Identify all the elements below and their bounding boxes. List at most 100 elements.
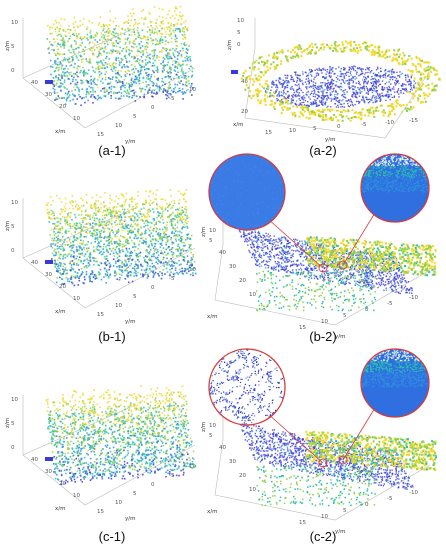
axis-frame <box>22 198 196 309</box>
y-tick-label: 5 <box>133 114 137 120</box>
zoom-connector <box>269 220 324 269</box>
y-axis-label: y/m <box>125 319 135 325</box>
z-tick-label: 5 <box>209 433 213 439</box>
y-tick-label: -10 <box>187 464 196 470</box>
x-tick-label: 30 <box>229 264 236 270</box>
z-axis-label: z/m <box>201 422 207 432</box>
y-tick-label: -5 <box>361 122 367 128</box>
x-tick-label: 40 <box>219 250 226 256</box>
x-tick-label: 10 <box>73 116 80 122</box>
z-tick-label: 0 <box>11 445 15 451</box>
x-tick-label: 40 <box>31 80 38 86</box>
y-tick-label: 0 <box>151 105 155 111</box>
zoom-ring <box>208 348 286 426</box>
x-tick-label: 20 <box>59 481 66 487</box>
point-cloud <box>231 40 441 122</box>
zoom-connector <box>269 415 324 464</box>
x-tick-label: 30 <box>229 459 236 465</box>
point-cloud <box>45 385 197 485</box>
z-tick-label: 5 <box>11 421 15 427</box>
z-tick-label: 0 <box>237 42 241 48</box>
y-tick-label: -5 <box>169 473 175 479</box>
panel-caption: (c-2) <box>309 529 337 544</box>
x-tick-label: 20 <box>239 278 246 284</box>
stray-points <box>45 457 53 461</box>
zoom-connector <box>342 213 375 266</box>
point-cloud <box>45 189 197 287</box>
y-tick-label: 5 <box>133 294 137 300</box>
x-axis-label: x/m <box>233 122 243 128</box>
zoom-target-marker <box>318 458 328 468</box>
panel-c-2: 10 5 z/m 40 30 20 10 x/m 15 10 5 0 -5 -10 y/m <box>195 345 445 535</box>
y-tick-label: 15 <box>299 520 306 526</box>
z-tick-label: 0 <box>11 248 15 254</box>
x-tick-label: 30 <box>45 92 52 98</box>
panel-c-1: 10 5 0 z/m 40 30 20 10 x/m 15 10 5 0 -5 -10 y/m <box>5 385 210 525</box>
point-cloud <box>45 5 194 107</box>
z-tick-label: 5 <box>209 238 213 244</box>
panel-caption: (a-1) <box>98 143 126 158</box>
zoom-target-marker <box>318 263 328 273</box>
y-tick-label: -5 <box>169 276 175 282</box>
panel-b-1: 10 5 0 z/m 40 30 20 10 x/m 15 10 5 0 -5 -10 y/m <box>5 188 210 328</box>
y-tick-label: 15 <box>97 312 104 318</box>
z-tick-label: 5 <box>237 30 241 36</box>
y-tick-label: -5 <box>169 96 175 102</box>
x-axis-label: x/m <box>55 506 65 512</box>
point-cloud <box>238 227 437 312</box>
x-tick-label: 30 <box>45 272 52 278</box>
x-tick-label: 40 <box>31 260 38 266</box>
zoom-ring <box>360 348 430 418</box>
panel-a-1: 10 5 0 z/m 40 30 20 10 x/m 15 10 5 0 -5 -10 y/m <box>5 5 210 145</box>
y-tick-label: 0 <box>365 502 369 508</box>
x-tick-label: 10 <box>73 296 80 302</box>
x-axis-label: x/m <box>207 314 217 320</box>
y-tick-label: -15 <box>409 118 418 124</box>
x-axis-label: x/m <box>55 129 65 135</box>
y-tick-label: -10 <box>187 87 196 93</box>
panel-caption: (b-1) <box>98 329 126 344</box>
z-tick-label: 10 <box>11 20 18 26</box>
y-tick-label: 5 <box>133 491 137 497</box>
x-tick-label: 10 <box>249 487 256 493</box>
z-axis-label: z/m <box>227 40 233 50</box>
zoom-ring <box>208 153 286 231</box>
zoom-connector <box>342 408 375 461</box>
x-tick-label: 20 <box>239 473 246 479</box>
panel-caption: (a-2) <box>309 143 337 158</box>
y-tick-label: 15 <box>299 325 306 331</box>
y-tick-label: 10 <box>115 123 122 129</box>
point-cloud-plot: 10 5 0 z/m 40 30 20 10 x/m 15 10 5 0 -5 -10 y/m <box>5 189 197 325</box>
y-axis-label: y/m <box>335 334 345 340</box>
x-axis-label: x/m <box>55 309 65 315</box>
y-tick-label: 0 <box>365 307 369 313</box>
stray-points <box>45 80 53 84</box>
x-axis-label: x/m <box>207 509 217 515</box>
y-tick-label: 0 <box>151 285 155 291</box>
y-tick-label: -10 <box>409 295 418 301</box>
y-tick-label: -10 <box>385 120 394 126</box>
axis-frame <box>22 18 196 129</box>
point-cloud <box>240 422 437 507</box>
zoom-inset <box>209 349 285 425</box>
z-axis-label: z/m <box>5 41 11 51</box>
z-tick-label: 10 <box>11 200 18 206</box>
zoom-target-marker <box>338 455 348 465</box>
z-tick-label: 10 <box>237 18 244 24</box>
y-tick-label: 5 <box>343 313 347 319</box>
x-tick-label: 40 <box>241 79 248 85</box>
zoom-inset <box>361 349 429 417</box>
point-cloud-plot: 10 5 0 z/m 40 20 x/m 15 10 5 0 -5 -10 -15 y/m <box>227 18 441 143</box>
x-tick-label: 40 <box>219 445 226 451</box>
axis-frame <box>214 405 431 521</box>
z-axis-label: z/m <box>5 418 11 428</box>
z-axis-label: z/m <box>201 227 207 237</box>
y-tick-label: 5 <box>343 508 347 514</box>
panel-caption: (c-1) <box>98 529 126 544</box>
y-tick-label: 15 <box>97 509 104 515</box>
y-tick-label: 10 <box>115 500 122 506</box>
y-tick-label: 15 <box>265 130 272 136</box>
x-tick-label: 10 <box>249 292 256 298</box>
